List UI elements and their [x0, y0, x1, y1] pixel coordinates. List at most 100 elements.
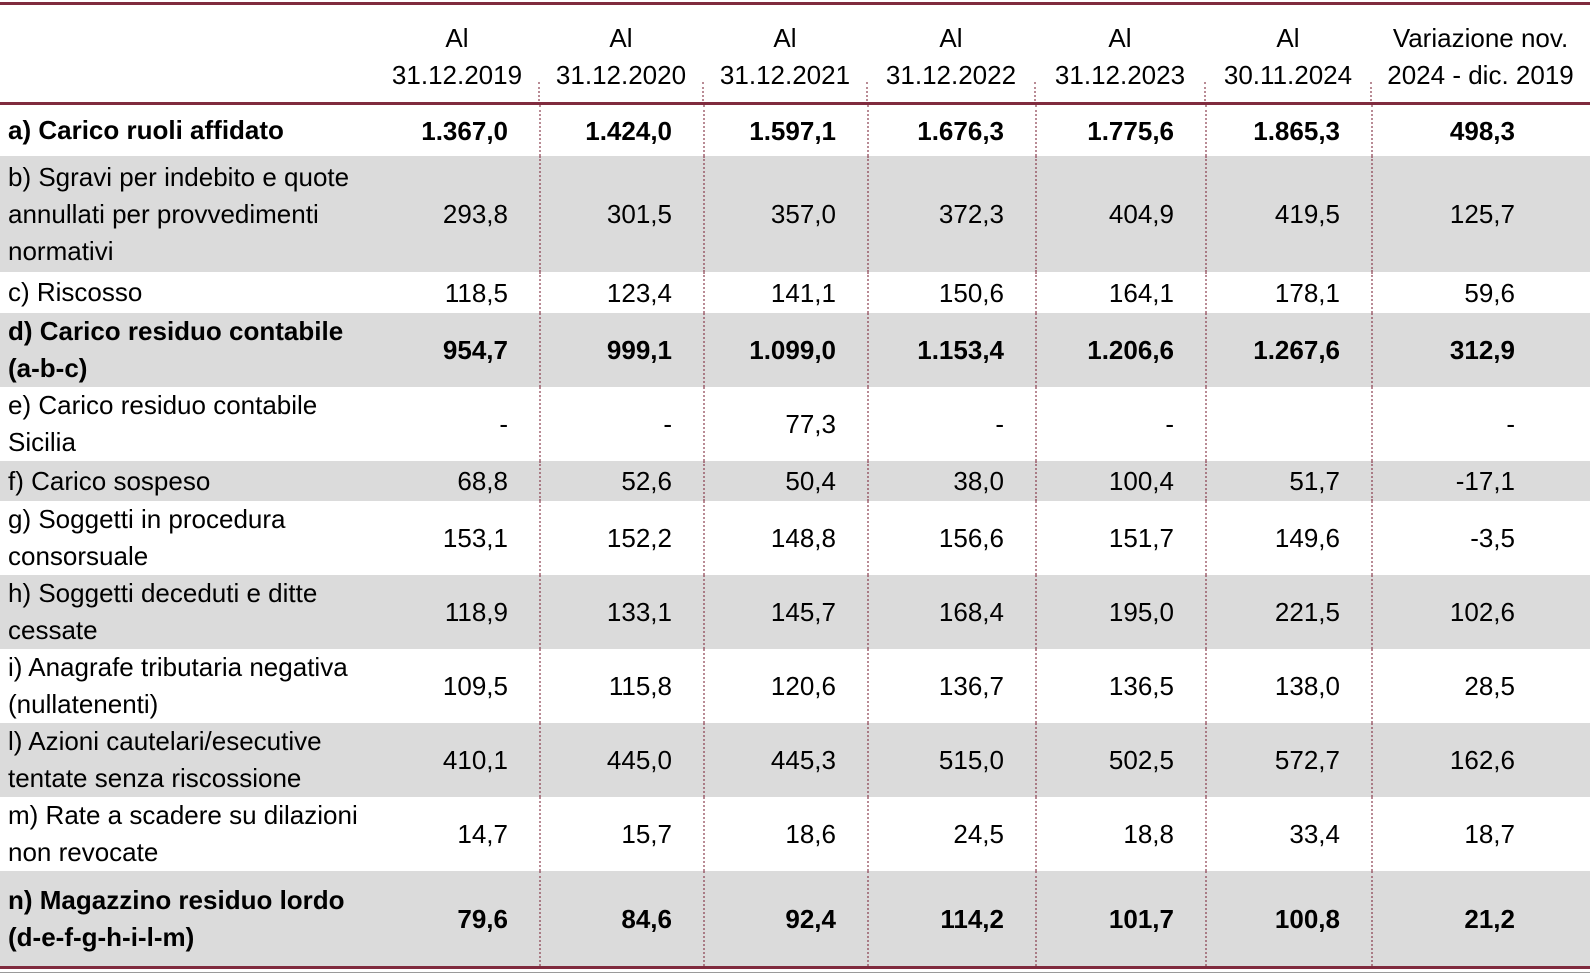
cell-y2020: 445,0: [539, 723, 703, 797]
cell-y2023: 151,7: [1035, 501, 1205, 575]
cell-y2019: 118,9: [444, 597, 508, 627]
cell-y2020: 152,2: [539, 501, 703, 575]
cell-y2020: -: [539, 387, 703, 461]
cell-y2024: 51,7: [1205, 461, 1371, 501]
cell-y2023: 404,9: [1035, 156, 1205, 272]
cell-y2021: 1.597,1: [703, 105, 867, 156]
row-label: i) Anagrafe tributaria negativa (nullate…: [8, 652, 348, 719]
cell-variazione: 28,5: [1371, 649, 1590, 723]
table-row-g: g) Soggetti in procedura consorsuale 153,…: [0, 501, 1590, 575]
cell-y2023: 18,8: [1035, 797, 1205, 871]
cell-y2021: 141,1: [703, 272, 867, 313]
table-row-a: a) Carico ruoli affidato 1.367,0 1.424,0 1.…: [0, 105, 1590, 156]
row-label: e) Carico residuo contabile Sicilia: [8, 390, 318, 457]
cell-y2023: 502,5: [1035, 723, 1205, 797]
cell-y2024: 178,1: [1205, 272, 1371, 313]
row-label: d) Carico residuo contabile (a-b-c): [8, 316, 344, 383]
row-label: h) Soggetti deceduti e ditte cessate: [8, 578, 318, 645]
cell-y2019: 1.367,0: [421, 115, 508, 146]
table-row-b: b) Sgravi per indebito e quote annullati…: [0, 156, 1590, 272]
table-row-n: n) Magazzino residuo lordo (d-e-f-g-h-i-…: [0, 871, 1590, 966]
cell-y2019: 410,1: [442, 745, 508, 775]
cell-y2022: 156,6: [867, 501, 1035, 575]
row-label: a) Carico ruoli affidato: [8, 115, 284, 145]
cell-y2023: 1.775,6: [1035, 105, 1205, 156]
cell-y2021: 357,0: [703, 156, 867, 272]
cell-variazione: -: [1371, 387, 1590, 461]
cell-y2019: 954,7: [442, 335, 508, 365]
cell-y2022: 24,5: [867, 797, 1035, 871]
cell-variazione: 59,6: [1371, 272, 1590, 313]
cell-y2024: 221,5: [1205, 575, 1371, 649]
cell-y2021: 92,4: [703, 871, 867, 966]
cell-y2019: 118,5: [444, 277, 508, 308]
cell-y2023: -: [1035, 387, 1205, 461]
cell-y2021: 1.099,0: [703, 313, 867, 387]
cell-y2020: 52,6: [539, 461, 703, 501]
cell-variazione: -17,1: [1371, 461, 1590, 501]
column-header-variazione: Variazione nov. 2024 - dic. 2019: [1370, 5, 1590, 105]
table-row-l: l) Azioni cautelari/esecutive tentate se…: [0, 723, 1590, 797]
cell-y2021: 445,3: [703, 723, 867, 797]
cell-y2022: 372,3: [867, 156, 1035, 272]
table-header-row: Al 31.12.2019 Al 31.12.2020 Al 31.12.2021 A…: [0, 5, 1590, 105]
cell-variazione: 312,9: [1371, 313, 1590, 387]
cell-y2020: 84,6: [539, 871, 703, 966]
column-header-y2019: Al 31.12.2019: [391, 23, 523, 90]
cell-y2023: 1.206,6: [1035, 313, 1205, 387]
cell-y2019: 14,7: [457, 819, 508, 849]
cell-y2020: 301,5: [539, 156, 703, 272]
table-row-e: e) Carico residuo contabile Sicilia - -77,…: [0, 387, 1590, 461]
cell-y2020: 999,1: [539, 313, 703, 387]
cell-y2024: 1.865,3: [1205, 105, 1371, 156]
column-header-y2021: Al 31.12.2021: [702, 5, 867, 105]
cell-y2022: -: [867, 387, 1035, 461]
cell-y2022: 136,7: [867, 649, 1035, 723]
cell-variazione: 102,6: [1371, 575, 1590, 649]
cell-y2023: 100,4: [1035, 461, 1205, 501]
row-label: l) Azioni cautelari/esecutive tentate se…: [8, 726, 322, 793]
cell-y2024: 419,5: [1205, 156, 1371, 272]
column-header-y2022: Al 31.12.2022: [866, 5, 1035, 105]
cell-variazione: 21,2: [1371, 871, 1590, 966]
cell-y2019: 109,5: [442, 671, 508, 701]
cell-variazione: 498,3: [1371, 105, 1590, 156]
table-row-f: f) Carico sospeso 68,8 52,6 50,4 38,0 100,4 51…: [0, 461, 1590, 501]
table-row-d: d) Carico residuo contabile (a-b-c) 954,7…: [0, 313, 1590, 387]
row-label: n) Magazzino residuo lordo (d-e-f-g-h-i-…: [8, 884, 345, 952]
cell-y2019: 293,8: [442, 199, 508, 229]
table-row-m: m) Rate a scadere su dilazioni non revoc…: [0, 797, 1590, 871]
cell-y2020: 1.424,0: [539, 105, 703, 156]
cell-y2019: 153,1: [442, 523, 508, 553]
cell-y2023: 101,7: [1035, 871, 1205, 966]
cell-y2022: 38,0: [867, 461, 1035, 501]
row-label: c) Riscosso: [8, 277, 143, 307]
cell-y2022: 150,6: [867, 272, 1035, 313]
cell-y2021: 18,6: [703, 797, 867, 871]
cell-y2021: 148,8: [703, 501, 867, 575]
column-header-label: [0, 5, 375, 102]
table-bottom-border: [0, 966, 1590, 973]
column-header-y2020: Al 31.12.2020: [538, 5, 703, 105]
row-label: m) Rate a scadere su dilazioni non revoc…: [8, 800, 358, 867]
cell-y2024: 572,7: [1205, 723, 1371, 797]
cell-y2020: 133,1: [539, 575, 703, 649]
cell-y2022: 168,4: [867, 575, 1035, 649]
cell-y2024: 149,6: [1205, 501, 1371, 575]
cell-variazione: 125,7: [1371, 156, 1590, 272]
cell-y2023: 164,1: [1035, 272, 1205, 313]
cell-y2022: 1.153,4: [867, 313, 1035, 387]
cell-y2024: [1205, 387, 1371, 461]
cell-y2021: 120,6: [703, 649, 867, 723]
cell-y2024: 1.267,6: [1205, 313, 1371, 387]
cell-y2020: 15,7: [539, 797, 703, 871]
table-top-border: [0, 2, 1590, 5]
cell-variazione: 162,6: [1371, 723, 1590, 797]
cell-y2019: -: [499, 409, 508, 439]
cell-y2021: 145,7: [703, 575, 867, 649]
table-row-c: c) Riscosso 118,5 123,4 141,1 150,6 164,1 178,…: [0, 272, 1590, 313]
cell-variazione: -3,5: [1371, 501, 1590, 575]
cell-y2021: 50,4: [703, 461, 867, 501]
